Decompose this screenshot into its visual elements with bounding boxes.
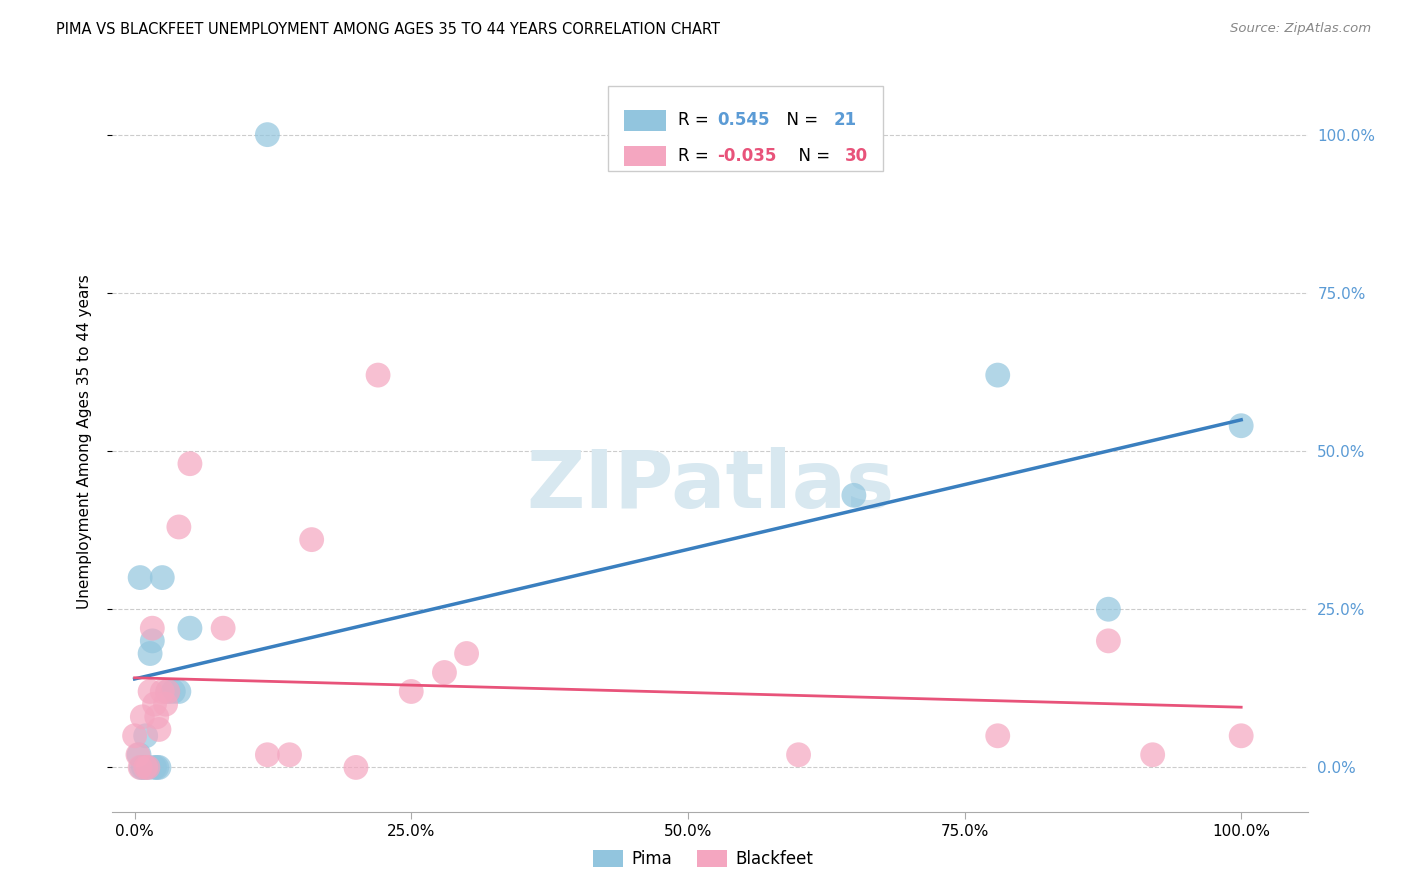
Point	[179, 621, 201, 635]
Point	[132, 760, 155, 774]
Point	[139, 684, 162, 698]
Point	[162, 684, 184, 698]
Point	[212, 621, 235, 635]
Text: 30: 30	[845, 147, 868, 165]
Point	[141, 621, 163, 635]
Point	[150, 684, 173, 698]
Point	[179, 457, 201, 471]
Point	[156, 684, 179, 698]
Point	[1230, 729, 1253, 743]
Point	[987, 729, 1010, 743]
Text: Source: ZipAtlas.com: Source: ZipAtlas.com	[1230, 22, 1371, 36]
Point	[150, 571, 173, 585]
Text: ZIPatlas: ZIPatlas	[526, 447, 894, 525]
Point	[145, 710, 167, 724]
Point	[167, 684, 190, 698]
Point	[129, 571, 152, 585]
Point	[156, 684, 179, 698]
Point	[167, 520, 190, 534]
Point	[1142, 747, 1164, 762]
Point	[787, 747, 810, 762]
Text: -0.035: -0.035	[717, 147, 776, 165]
Point	[155, 697, 177, 711]
Point	[143, 760, 166, 774]
Point	[344, 760, 367, 774]
Text: PIMA VS BLACKFEET UNEMPLOYMENT AMONG AGES 35 TO 44 YEARS CORRELATION CHART: PIMA VS BLACKFEET UNEMPLOYMENT AMONG AGE…	[56, 22, 720, 37]
Point	[127, 747, 149, 762]
Point	[129, 760, 152, 774]
Point	[256, 128, 278, 142]
Point	[136, 760, 159, 774]
Y-axis label: Unemployment Among Ages 35 to 44 years: Unemployment Among Ages 35 to 44 years	[77, 274, 91, 609]
Point	[367, 368, 389, 383]
Point	[131, 710, 153, 724]
Point	[433, 665, 456, 680]
FancyBboxPatch shape	[624, 145, 666, 166]
Point	[1097, 602, 1119, 616]
Point	[128, 747, 150, 762]
Point	[143, 697, 166, 711]
Point	[135, 729, 157, 743]
Text: 0.545: 0.545	[717, 112, 769, 129]
Point	[124, 729, 146, 743]
Legend: Pima, Blackfeet: Pima, Blackfeet	[586, 843, 820, 875]
Point	[148, 723, 170, 737]
FancyBboxPatch shape	[609, 87, 883, 171]
Text: N =: N =	[787, 147, 835, 165]
Point	[145, 760, 167, 774]
Point	[148, 760, 170, 774]
Point	[139, 647, 162, 661]
Point	[256, 747, 278, 762]
Point	[842, 488, 865, 502]
Text: 21: 21	[834, 112, 856, 129]
Point	[129, 760, 152, 774]
FancyBboxPatch shape	[624, 110, 666, 130]
Point	[401, 684, 423, 698]
Text: R =: R =	[678, 112, 714, 129]
Point	[1097, 633, 1119, 648]
Point	[135, 760, 157, 774]
Point	[456, 647, 478, 661]
Text: N =: N =	[776, 112, 823, 129]
Point	[141, 633, 163, 648]
Point	[278, 747, 301, 762]
Point	[1230, 418, 1253, 433]
Point	[987, 368, 1010, 383]
Text: R =: R =	[678, 147, 714, 165]
Point	[301, 533, 323, 547]
Point	[136, 760, 159, 774]
